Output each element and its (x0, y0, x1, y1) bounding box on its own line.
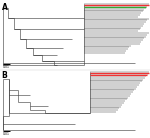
Text: 0.01: 0.01 (3, 132, 10, 136)
Text: B: B (2, 71, 7, 80)
Text: A: A (2, 3, 7, 12)
Text: 0.01: 0.01 (3, 65, 10, 69)
